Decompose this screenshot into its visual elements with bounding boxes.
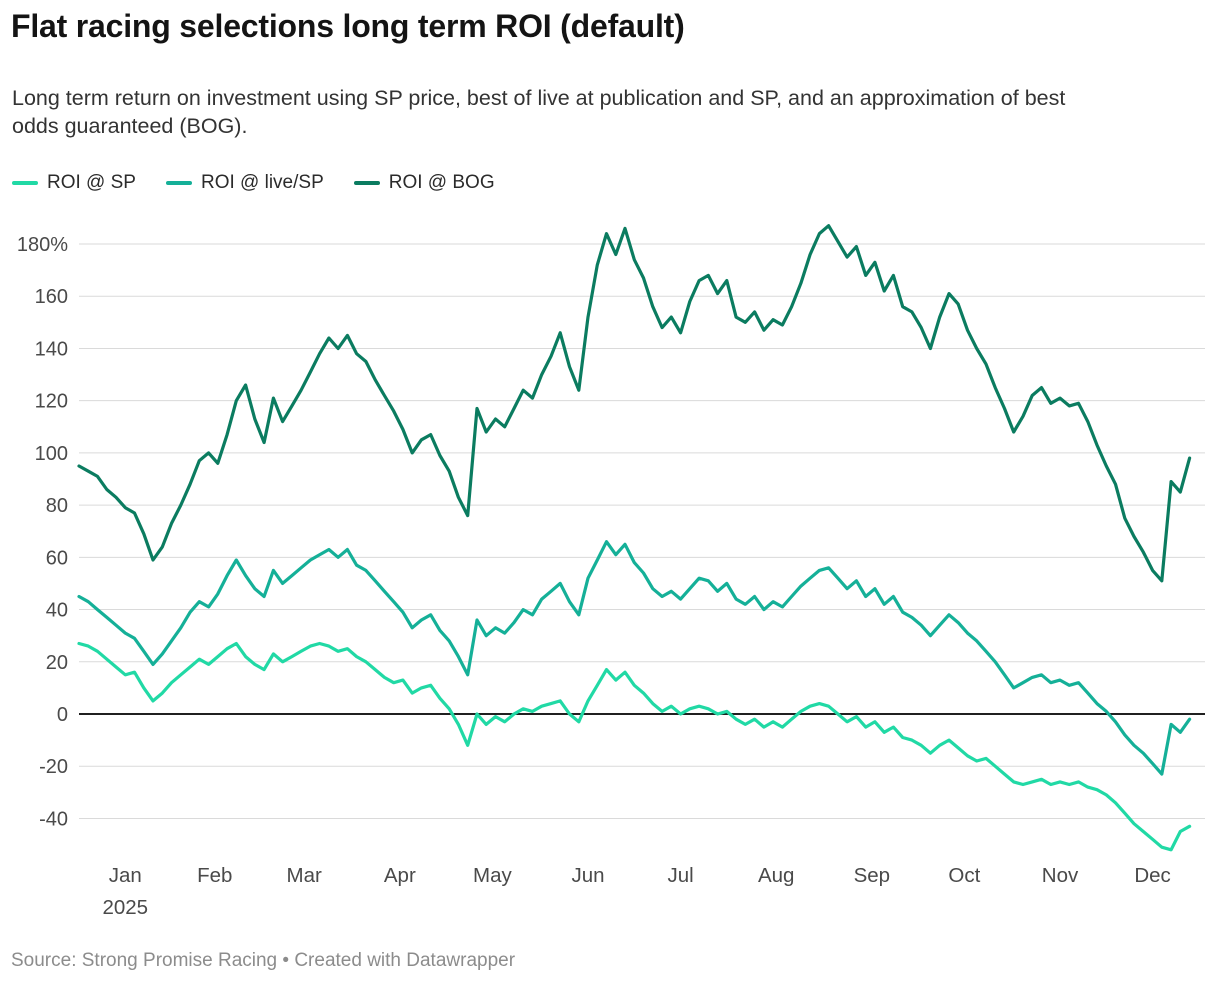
x-tick-label-jan: Jan (109, 864, 142, 887)
series-line-roi-sp[interactable] (77, 641, 1192, 852)
x-tick-label-aug: Aug (758, 864, 794, 887)
y-tick-label-140: 140 (35, 338, 68, 360)
y-tick-label--20: -20 (39, 756, 68, 778)
x-tick-label-nov: Nov (1042, 864, 1079, 887)
chart-svg[interactable]: 180% 160 140 120 100 80 60 40 20 0 -20 -40 Jan 2025 Fe… (0, 210, 1220, 940)
y-tick-label-120: 120 (35, 391, 68, 413)
x-tick-label-sep: Sep (854, 864, 890, 887)
legend-item-roi-live-sp: ROI @ live/SP (165, 172, 324, 194)
x-tick-label-mar: Mar (287, 864, 322, 887)
x-tick-label-jul: Jul (667, 864, 693, 887)
legend-label-roi-sp: ROI @ SP (47, 172, 136, 193)
x-tick-label-feb: Feb (197, 864, 232, 887)
legend: ROI @ SP ROI @ live/SP ROI @ BOG (12, 172, 495, 194)
y-tick-label-160: 160 (35, 286, 68, 308)
y-tick-label-0: 0 (57, 704, 68, 726)
legend-item-roi-sp: ROI @ SP (12, 172, 136, 194)
y-tick-label-20: 20 (46, 652, 68, 674)
source-line: Source: Strong Promise Racing • Created … (11, 950, 516, 971)
y-tick-label-100: 100 (35, 443, 68, 465)
x-tick-label-oct: Oct (948, 864, 980, 887)
y-tick-label--40: -40 (39, 808, 68, 830)
chart-subtitle: Long term return on investment using SP … (12, 86, 1066, 139)
x-tick-label-apr: Apr (384, 864, 416, 887)
y-tick-label-80: 80 (46, 495, 68, 517)
chart-area[interactable]: 180% 160 140 120 100 80 60 40 20 0 -20 -40 Jan 2025 Fe… (0, 210, 1220, 940)
series-line-roi-live-sp[interactable] (77, 540, 1192, 776)
y-tick-label-40: 40 (46, 600, 68, 622)
x-tick-year-label: 2025 (102, 896, 148, 919)
legend-swatch-roi-live-sp-icon (165, 181, 192, 185)
series-line-roi-bog[interactable] (77, 224, 1192, 583)
legend-label-roi-bog: ROI @ BOG (388, 172, 495, 193)
y-tick-label-180: 180% (17, 234, 68, 256)
x-tick-label-jun: Jun (571, 864, 604, 887)
legend-item-roi-bog: ROI @ BOG (353, 172, 495, 194)
x-tick-label-may: May (473, 864, 512, 887)
chart-title: Flat racing selections long term ROI (de… (11, 8, 685, 44)
legend-swatch-roi-sp-icon (12, 181, 38, 185)
legend-swatch-roi-bog-icon (353, 181, 380, 185)
legend-label-roi-live-sp: ROI @ live/SP (200, 172, 324, 193)
y-tick-label-60: 60 (46, 547, 68, 569)
x-tick-label-dec: Dec (1134, 864, 1170, 887)
